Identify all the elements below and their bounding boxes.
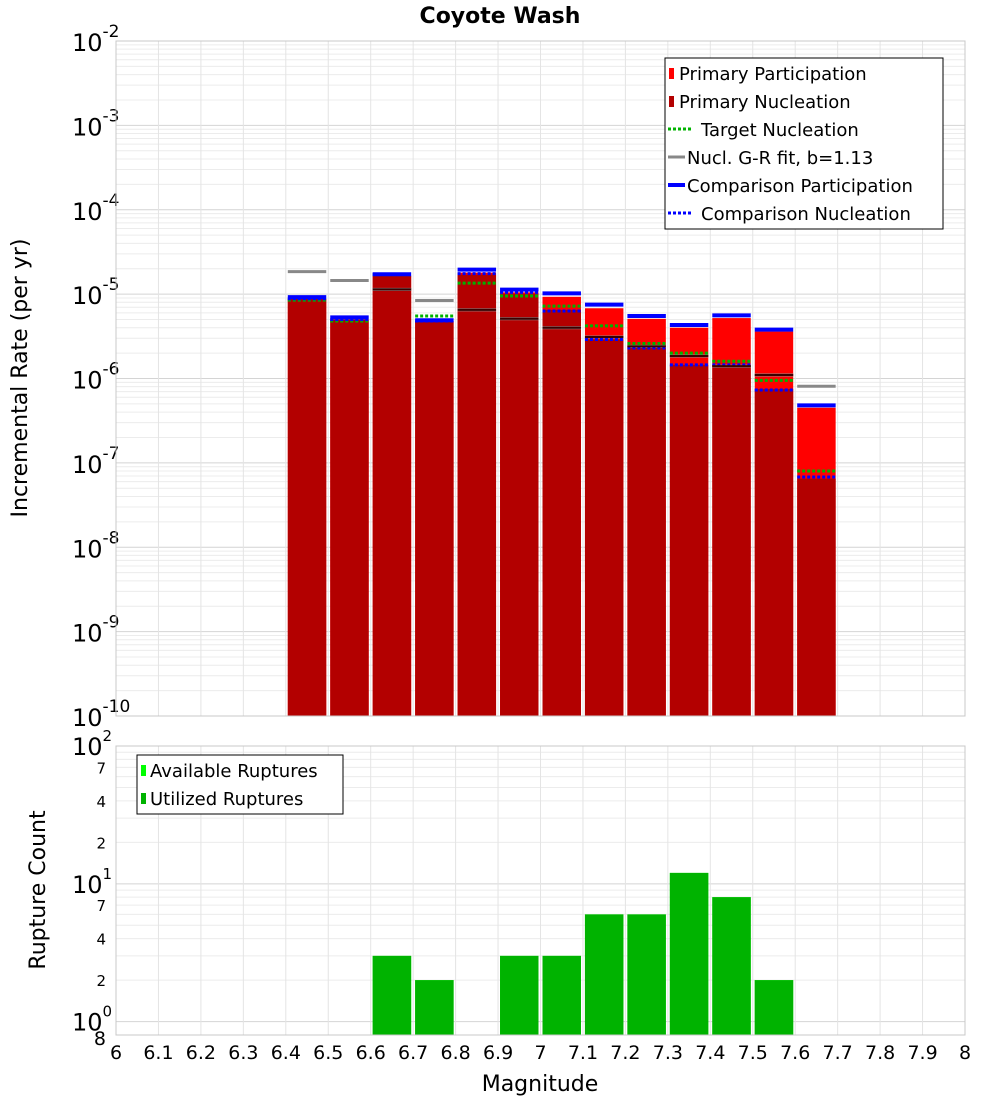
- rate-plot-border: [115, 40, 966, 717]
- rupture-y-tick-label: 101: [72, 865, 112, 899]
- rate-y-tick-label: 10-6: [72, 360, 120, 395]
- rupture-y-minor-tick-label: 2: [96, 834, 106, 852]
- target-nucleation-legend-label: Target Nucleation: [700, 120, 859, 141]
- nucleation-bar: [415, 321, 454, 716]
- utilized-ruptures-bar: [542, 955, 581, 1035]
- nucleation-bar: [584, 339, 624, 716]
- nucleation-bar: [669, 364, 709, 716]
- magnitude-tick-label: 6: [110, 1042, 122, 1064]
- utilized-ruptures-bar: [627, 914, 666, 1035]
- magnitude-tick-label: 6.1: [143, 1042, 173, 1064]
- primary-nucleation-legend-swatch: [669, 96, 674, 107]
- magnitude-tick-label: 6.3: [228, 1042, 258, 1064]
- rupture-y-tick-label: 100: [72, 1003, 112, 1037]
- rate-y-tick-label: 10-4: [72, 191, 120, 226]
- rupture-legend-box: [136, 754, 344, 815]
- nucleation-bar: [330, 319, 369, 716]
- magnitude-tick-label: 7.6: [780, 1042, 810, 1064]
- magnitude-x-ticks: 6 6.1 6.2 6.3 6.4 6.5 6.6 6.7 6.8 6.9 7 7.1 7.2 7.3 7.…: [110, 1042, 971, 1064]
- rate-legend: Primary Participation Primary Nucleation T…: [664, 57, 944, 230]
- rupture-y-minor-tick-label: 8: [94, 1028, 106, 1050]
- x-axis-label: Magnitude: [482, 1072, 599, 1097]
- rupture-y-minor-tick-label: 7: [96, 759, 106, 777]
- rupture-y-minor-tick-label: 4: [96, 793, 106, 811]
- rate-y-tick-label: 10-2: [72, 22, 120, 57]
- rate-lines: [287, 267, 836, 479]
- rate-bars: [287, 272, 836, 716]
- magnitude-tick-label: 7.7: [823, 1042, 853, 1064]
- nucleation-bar: [372, 275, 412, 716]
- comparison-nucleation-legend-label: Comparison Nucleation: [701, 204, 911, 225]
- magnitude-tick-label: 6.2: [186, 1042, 216, 1064]
- utilized-ruptures-bar: [584, 914, 624, 1035]
- rupture-y-minor-tick-label: 2: [96, 972, 106, 990]
- rupture-bars: [372, 872, 794, 1035]
- nucleation-bar: [542, 309, 581, 716]
- utilized-ruptures-bar: [754, 980, 794, 1035]
- primary-participation-legend-label: Primary Participation: [679, 64, 867, 85]
- magnitude-tick-label: 6.7: [398, 1042, 428, 1064]
- rupture-y-ticks: 100 101 102 8 2 4 7 2 4 7: [72, 727, 112, 1050]
- rupture-plot-border: [115, 745, 966, 1036]
- rate-y-tick-label: 10-8: [72, 528, 120, 563]
- nucleation-bar: [287, 298, 327, 716]
- available-ruptures-legend-label: Available Ruptures: [150, 761, 318, 782]
- rupture-y-minor-tick-label: 7: [96, 897, 106, 915]
- utilized-ruptures-bar: [500, 955, 539, 1035]
- rate-y-tick-label: 10-5: [72, 275, 120, 310]
- magnitude-tick-label: 7.1: [568, 1042, 598, 1064]
- magnitude-tick-label: 7.3: [653, 1042, 683, 1064]
- utilized-ruptures-bar: [415, 980, 454, 1035]
- utilized-ruptures-bar: [372, 955, 412, 1035]
- magnitude-tick-label: 6.8: [440, 1042, 470, 1064]
- nucleation-bar: [712, 364, 751, 716]
- comparison-participation-legend-label: Comparison Participation: [687, 176, 913, 197]
- magnitude-tick-label: 6.4: [271, 1042, 301, 1064]
- rupture-y-minor-tick-label: 4: [96, 931, 106, 949]
- utilized-ruptures-bar: [712, 897, 751, 1035]
- magnitude-tick-label: 7.2: [610, 1042, 640, 1064]
- nucleation-bar: [500, 294, 539, 716]
- rupture-legend: Available Ruptures Utilized Ruptures: [136, 754, 344, 815]
- rate-y-ticks: 10-10 10-9 10-8 10-7 10-6 10-5 10-4 10-3 10-2: [72, 22, 130, 732]
- magnitude-tick-label: 6.6: [356, 1042, 386, 1064]
- magnitude-tick-label: 6.5: [313, 1042, 343, 1064]
- nucl-g-r-fit-b-1-13-legend-label: Nucl. G-R fit, b=1.13: [687, 148, 873, 169]
- chart-title: Coyote Wash: [420, 4, 581, 29]
- utilized-ruptures-legend-label: Utilized Ruptures: [150, 789, 303, 810]
- magnitude-tick-label: 7.4: [695, 1042, 725, 1064]
- nucleation-bar: [457, 274, 497, 716]
- magnitude-tick-label: 7.5: [738, 1042, 768, 1064]
- utilized-ruptures-bar: [669, 872, 709, 1035]
- utilized-ruptures-legend-swatch: [141, 793, 146, 804]
- primary-participation-legend-swatch: [669, 68, 674, 79]
- magnitude-tick-label: 7.8: [865, 1042, 895, 1064]
- rupture-y-tick-label: 102: [72, 727, 112, 761]
- rate-y-tick-label: 10-10: [72, 697, 130, 732]
- rate-y-tick-label: 10-3: [72, 106, 120, 141]
- magnitude-tick-label: 6.9: [483, 1042, 513, 1064]
- rate-y-axis-label: Incremental Rate (per yr): [8, 239, 33, 518]
- rate-legend-box: [664, 57, 944, 230]
- nucleation-bar: [627, 347, 666, 716]
- primary-nucleation-legend-label: Primary Nucleation: [679, 92, 851, 113]
- nucleation-bar: [754, 389, 794, 716]
- rate-y-tick-label: 10-9: [72, 613, 120, 648]
- rupture-y-axis-label: Rupture Count: [26, 810, 51, 970]
- magnitude-tick-label: 7.9: [907, 1042, 937, 1064]
- rate-y-tick-label: 10-7: [72, 444, 120, 479]
- magnitude-tick-label: 8: [959, 1042, 971, 1064]
- magnitude-tick-label: 7: [534, 1042, 546, 1064]
- available-ruptures-legend-swatch: [141, 765, 146, 776]
- rate-plot: 10-10 10-9 10-8 10-7 10-6 10-5 10-4 10-3 10-2 In…: [8, 22, 966, 732]
- nucleation-bar: [797, 478, 836, 716]
